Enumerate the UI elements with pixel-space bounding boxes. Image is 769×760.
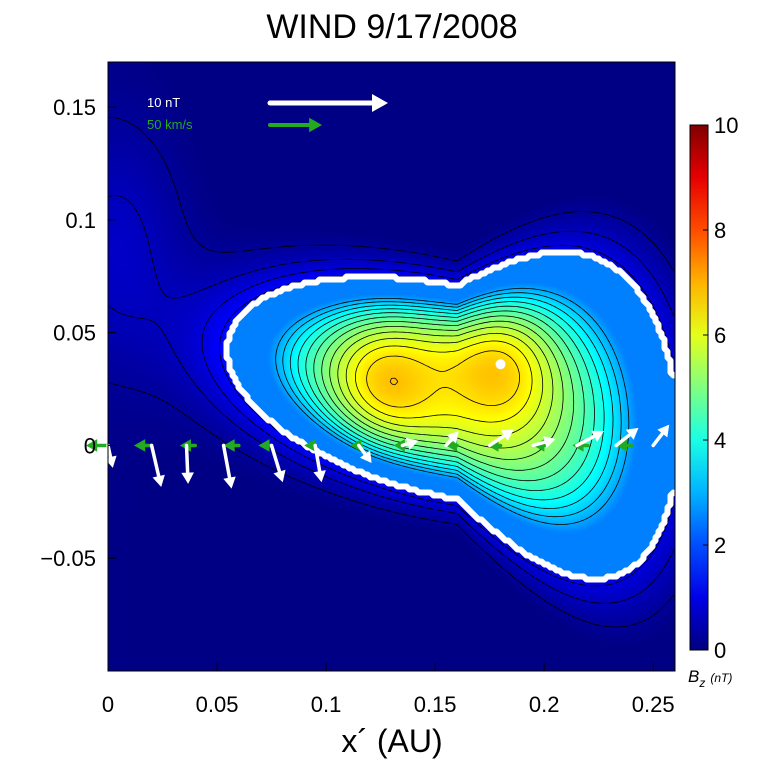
colorbar-tick-label: 2	[714, 533, 726, 558]
legend-v-arrow	[268, 117, 322, 133]
velocity-vector	[223, 439, 241, 452]
field-vector	[181, 443, 194, 484]
colorbar-ticks: 0 2 4 6 8 10	[703, 113, 738, 663]
field-vector	[575, 430, 605, 448]
x-axis: 0 0.05 0.1 0.15 0.2 0.25	[102, 663, 675, 717]
field-vector	[269, 443, 286, 483]
legend-v-label: 50 km/s	[147, 117, 193, 132]
chart-title: WIND 9/17/2008	[266, 8, 517, 46]
plot-frame	[107, 61, 676, 672]
colorbar-gradient	[689, 124, 709, 651]
contour-line	[289, 296, 614, 509]
contour-line	[321, 315, 575, 471]
contour-line	[313, 310, 585, 482]
contour-line	[345, 332, 544, 437]
colorbar-tick-label: 6	[714, 323, 726, 348]
field-vector	[487, 429, 514, 448]
contour-line	[305, 305, 595, 491]
colorbar-tick-label: 4	[714, 428, 726, 453]
field-vector	[651, 424, 670, 448]
colorbar-label: Bz (nT)	[688, 667, 732, 690]
x-axis-label: x´ (AU)	[341, 723, 442, 759]
colorbar-label-unit: (nT)	[710, 671, 732, 685]
y-tick-label: 0.1	[65, 208, 96, 233]
legend-b-vector	[267, 94, 388, 112]
legend-b-label: 10 nT	[147, 95, 180, 110]
colorbar: 0 2 4 6 8 10 Bz (nT)	[688, 113, 738, 690]
field-vector	[531, 436, 556, 449]
field-vector	[400, 437, 419, 450]
colorbar-tick-label: 10	[714, 113, 738, 138]
field-heatmap	[108, 62, 675, 671]
center-marker	[495, 359, 506, 370]
colorbar-tick-label: 8	[714, 218, 726, 243]
y-axis: −0.05 0 0.05 0.1 0.15	[40, 95, 116, 571]
contour-line	[389, 377, 399, 386]
y-tick-label: −0.05	[40, 546, 96, 571]
contour-line	[329, 320, 564, 460]
vector-field	[86, 424, 670, 489]
field-vector	[313, 443, 326, 483]
colorbar-label-sub: z	[698, 676, 705, 690]
y-tick-label: 0.15	[53, 95, 96, 120]
contour-line	[297, 301, 605, 501]
field-vector	[149, 443, 165, 488]
contour-line	[337, 326, 554, 449]
velocity-vector	[86, 439, 110, 452]
vector-legend: 10 nT 50 km/s	[147, 94, 388, 133]
velocity-vector	[615, 439, 634, 452]
y-tick-label: 0.05	[53, 321, 96, 346]
contour-line	[355, 340, 533, 423]
contour-line	[282, 292, 622, 518]
field-vector	[221, 443, 236, 489]
colorbar-label-main: B	[688, 667, 699, 686]
field-vector	[444, 431, 459, 448]
contour-line	[366, 350, 520, 408]
legend-b-arrow	[267, 94, 388, 112]
y-tick-label: 0	[84, 433, 96, 458]
velocity-vector	[445, 439, 459, 452]
x-tick-label: 0.15	[414, 692, 457, 717]
x-tick-label: 0	[102, 692, 114, 717]
x-tick-label: 0.2	[529, 692, 560, 717]
contour-line	[223, 249, 677, 583]
x-tick-label: 0.1	[311, 692, 342, 717]
field-vector	[357, 443, 372, 464]
legend-v-vector	[268, 117, 322, 133]
x-tick-label: 0.05	[196, 692, 239, 717]
plot-area	[86, 61, 677, 672]
contour-line	[109, 195, 674, 604]
x-tick-label: 0.25	[632, 692, 675, 717]
boundary-contour	[223, 249, 677, 583]
contour-line	[109, 116, 674, 628]
field-vector	[614, 427, 639, 448]
colorbar-tick-label: 0	[714, 638, 726, 663]
